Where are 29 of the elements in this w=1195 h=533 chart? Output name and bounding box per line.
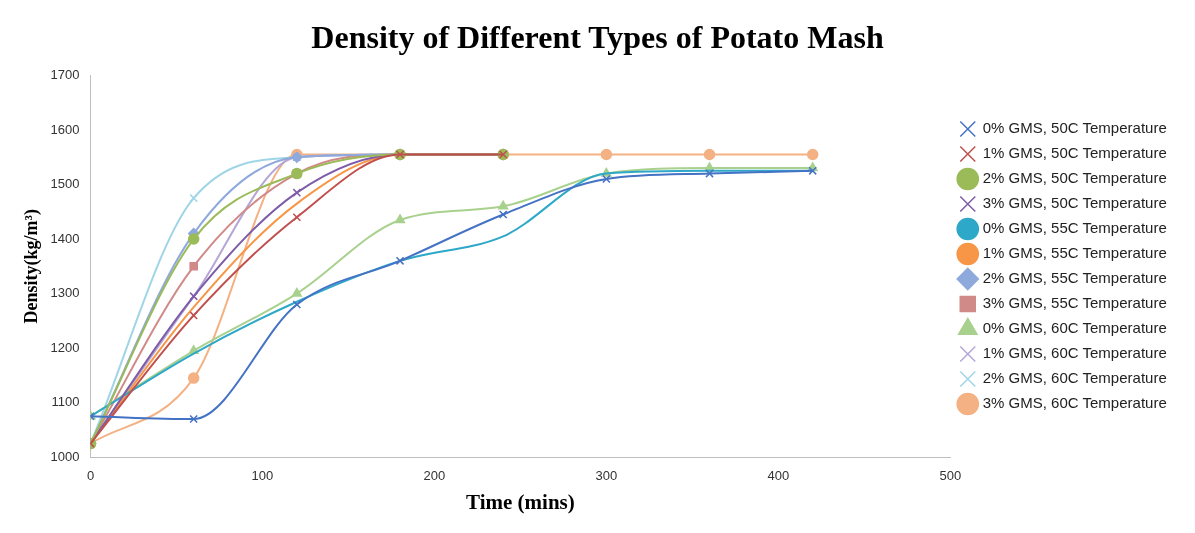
y-tick-label: 1200: [50, 339, 80, 355]
y-axis-title: Density(kg/m³): [21, 209, 43, 324]
y-tick-label: 1400: [50, 230, 80, 246]
y-tick-label: 1700: [50, 66, 80, 82]
legend-label: 2% GMS, 50C Temperature: [982, 169, 1167, 187]
legend-label: 2% GMS, 55C Temperature: [982, 269, 1167, 287]
chart-title: Density of Different Types of Potato Mash: [311, 19, 884, 56]
legend-label: 1% GMS, 50C Temperature: [982, 144, 1167, 162]
x-tick-label: 400: [767, 467, 790, 483]
legend-label: 0% GMS, 55C Temperature: [982, 219, 1167, 237]
legend-label: 3% GMS, 50C Temperature: [982, 194, 1167, 212]
legend-label: 1% GMS, 60C Temperature: [982, 344, 1167, 362]
legend-label: 2% GMS, 60C Temperature: [982, 369, 1167, 387]
legend-label: 3% GMS, 60C Temperature: [982, 394, 1167, 412]
x-tick-label: 200: [423, 467, 446, 483]
legend-label: 1% GMS, 55C Temperature: [982, 244, 1167, 262]
x-tick-label: 500: [939, 467, 962, 483]
x-tick-label: 300: [595, 467, 618, 483]
legend-label: 3% GMS, 55C Temperature: [982, 294, 1167, 312]
x-axis-title: Time (mins): [466, 489, 575, 514]
y-tick-label: 1500: [50, 176, 80, 192]
y-tick-label: 1000: [50, 448, 80, 464]
y-tick-label: 1600: [50, 121, 80, 137]
x-tick-label: 0: [86, 467, 95, 483]
x-tick-label: 100: [251, 467, 274, 483]
legend-label: 0% GMS, 60C Temperature: [982, 319, 1167, 337]
y-tick-label: 1100: [51, 394, 80, 410]
y-tick-label: 1300: [50, 285, 80, 301]
legend-label: 0% GMS, 50C Temperature: [982, 119, 1167, 137]
